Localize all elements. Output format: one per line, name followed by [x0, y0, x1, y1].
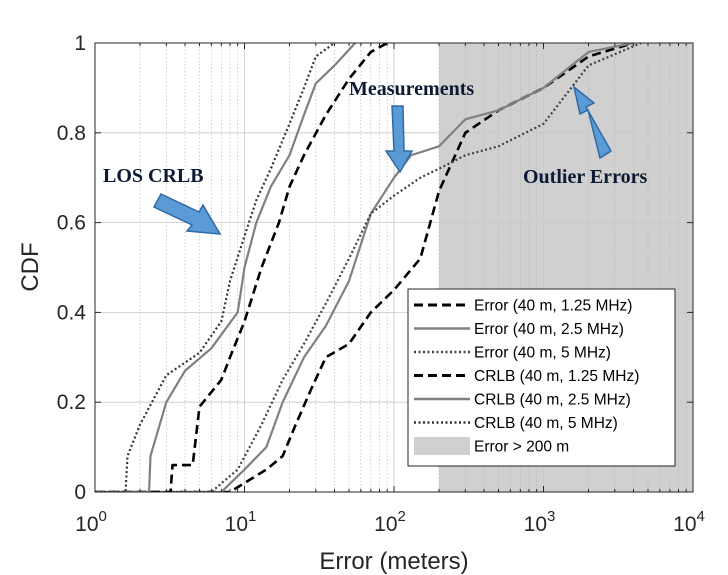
y-tick-label: 1 — [74, 32, 86, 55]
legend-label: CRLB (40 m, 5 MHz) — [474, 415, 618, 432]
x-axis-title: Error (meters) — [319, 548, 468, 575]
y-tick-label: 0.8 — [57, 122, 86, 145]
grid — [94, 42, 693, 493]
x-tick-label: 101 — [225, 508, 257, 536]
legend: Error (40 m, 1.25 MHz) Error (40 m, 2.5 M… — [407, 288, 676, 467]
y-tick-label: 0 — [74, 481, 86, 504]
arrow-icon — [572, 85, 613, 160]
svg-text:Outlier Errors: Outlier Errors — [523, 166, 647, 188]
x-tick-label: 102 — [374, 508, 406, 536]
legend-label: Error (40 m, 5 MHz) — [474, 345, 611, 362]
series-group — [95, 43, 642, 492]
annotation-outlier-errors: Outlier Errors — [523, 85, 647, 188]
y-tick-labels: 0 0.2 0.4 0.6 0.8 1 — [57, 32, 87, 504]
x-tick-label: 100 — [75, 508, 107, 536]
legend-box — [407, 288, 676, 467]
series-line-4 — [95, 43, 388, 492]
svg-text:Measurements: Measurements — [349, 78, 474, 100]
series-line-6 — [95, 43, 336, 492]
y-tick-label: 0.6 — [57, 212, 86, 235]
legend-swatch-shaded — [414, 437, 470, 455]
legend-label: CRLB (40 m, 1.25 MHz) — [474, 368, 639, 385]
annotation-measurements: Measurements — [349, 78, 474, 174]
y-tick-label: 0.2 — [57, 391, 86, 414]
series-line-5 — [95, 43, 356, 492]
arrow-icon — [152, 193, 222, 235]
series-line-3 — [95, 43, 642, 492]
legend-label: CRLB (40 m, 2.5 MHz) — [474, 392, 631, 409]
x-tick-label: 103 — [524, 508, 556, 536]
x-tick-labels: 100 101 102 103 104 — [75, 508, 705, 536]
arrow-icon — [384, 105, 414, 174]
x-tick-label: 104 — [673, 508, 705, 536]
y-axis-title: CDF — [17, 242, 44, 291]
y-tick-label: 0.4 — [57, 301, 87, 324]
svg-text:LOS CRLB: LOS CRLB — [103, 165, 204, 187]
annotation-los-crlb: LOS CRLB — [103, 165, 222, 235]
legend-label: Error (40 m, 2.5 MHz) — [474, 321, 624, 338]
legend-label: Error > 200 m — [474, 439, 569, 456]
axes — [94, 42, 693, 493]
legend-label: Error (40 m, 1.25 MHz) — [474, 298, 632, 315]
series-line-2 — [95, 43, 634, 492]
